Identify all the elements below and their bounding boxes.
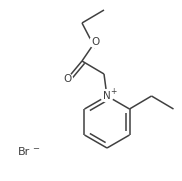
Text: N: N <box>103 91 111 101</box>
Text: Br: Br <box>18 147 30 157</box>
Text: O: O <box>91 37 99 47</box>
Text: −: − <box>32 144 39 153</box>
Circle shape <box>90 37 100 47</box>
Text: +: + <box>110 87 116 96</box>
Text: O: O <box>63 74 71 84</box>
Circle shape <box>62 73 72 85</box>
Circle shape <box>101 90 113 102</box>
